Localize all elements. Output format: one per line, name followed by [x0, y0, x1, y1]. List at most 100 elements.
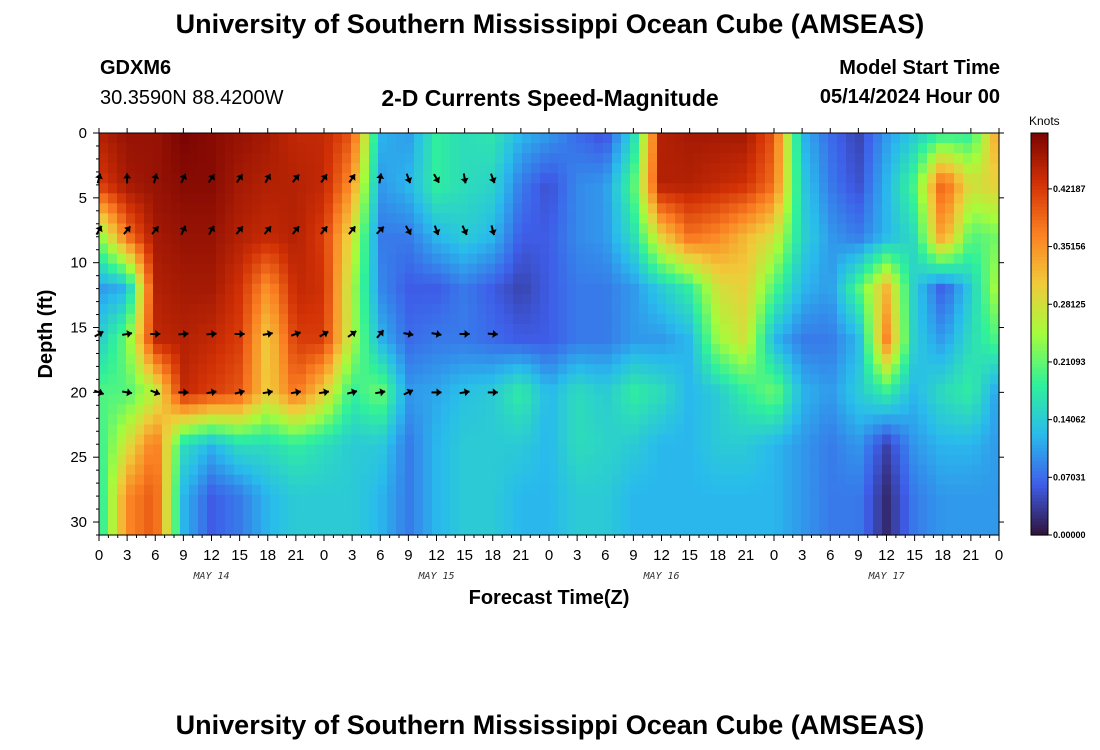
heatmap-cell [144, 434, 154, 446]
heatmap-cell [747, 364, 757, 375]
heatmap-cell [279, 454, 289, 466]
heatmap-cell [603, 203, 613, 214]
heatmap-cell [639, 354, 649, 365]
heatmap-cell [459, 293, 469, 305]
heatmap-cell [234, 243, 244, 255]
heatmap-cell [378, 313, 388, 325]
heatmap-cell [306, 223, 316, 235]
heatmap-cell [855, 263, 865, 275]
heatmap-cell [693, 143, 703, 154]
heatmap-cell [108, 253, 118, 265]
heatmap-cell [864, 334, 874, 345]
heatmap-cell [585, 504, 595, 516]
heatmap-cell [126, 394, 136, 405]
heatmap-cell [405, 404, 415, 415]
colorbar-segment [1031, 424, 1048, 429]
heatmap-cell [207, 323, 217, 335]
heatmap-cell [810, 524, 820, 536]
heatmap-cell [720, 243, 730, 255]
heatmap-cell [648, 293, 658, 305]
heatmap-cell [396, 223, 406, 235]
heatmap-cell [144, 514, 154, 526]
heatmap-cell [486, 293, 496, 305]
heatmap-cell [396, 183, 406, 194]
heatmap-cell [666, 303, 676, 315]
heatmap-cell [171, 313, 181, 325]
heatmap-cell [819, 253, 829, 265]
heatmap-cell [441, 394, 451, 405]
heatmap-cell [630, 263, 640, 275]
heatmap-cell [747, 484, 757, 496]
heatmap-cell [513, 283, 523, 295]
heatmap-cell [765, 434, 775, 446]
heatmap-cell [414, 334, 424, 345]
heatmap-cell [639, 474, 649, 486]
heatmap-cell [486, 323, 496, 335]
heatmap-cell [369, 283, 379, 295]
heatmap-cell [306, 323, 316, 335]
heatmap-cell [603, 374, 613, 385]
heatmap-cell [234, 454, 244, 466]
heatmap-cell [477, 344, 487, 355]
heatmap-cell [900, 454, 910, 466]
heatmap-cell [630, 223, 640, 235]
heatmap-cell [900, 273, 910, 285]
heatmap-cell [414, 424, 424, 436]
heatmap-cell [738, 394, 748, 405]
heatmap-cell [774, 474, 784, 486]
heatmap-cell [918, 454, 928, 466]
heatmap-cell [477, 414, 487, 426]
heatmap-cell [846, 484, 856, 496]
heatmap-cell [738, 233, 748, 245]
heatmap-cell [315, 273, 325, 285]
heatmap-cell [711, 293, 721, 305]
colorbar-segment [1031, 210, 1048, 214]
heatmap-cell [216, 153, 226, 164]
heatmap-cell [234, 514, 244, 526]
heatmap-cell [198, 524, 208, 536]
heatmap-cell [648, 384, 658, 395]
heatmap-cell [468, 163, 478, 174]
heatmap-cell [153, 354, 163, 365]
heatmap-cell [936, 504, 946, 516]
heatmap-cell [243, 344, 253, 355]
heatmap-cell [396, 494, 406, 506]
y-tick-label: 5 [79, 190, 87, 207]
heatmap-cell [576, 263, 586, 275]
heatmap-cell [351, 213, 361, 225]
heatmap-cell [810, 153, 820, 164]
heatmap-cell [864, 183, 874, 194]
heatmap-cell [243, 354, 253, 365]
heatmap-cell [252, 213, 262, 225]
heatmap-cell [153, 344, 163, 355]
heatmap-cell [180, 213, 190, 225]
heatmap-cell [792, 303, 802, 315]
heatmap-cell [117, 303, 127, 315]
heatmap-cell [711, 233, 721, 245]
heatmap-cell [306, 334, 316, 345]
heatmap-cell [819, 384, 829, 395]
heatmap-cell [810, 394, 820, 405]
heatmap-cell [531, 193, 541, 204]
heatmap-cell [846, 143, 856, 154]
heatmap-cell [909, 334, 919, 345]
heatmap-cell [567, 354, 577, 365]
heatmap-cell [423, 253, 433, 265]
heatmap-cell [207, 404, 217, 415]
heatmap-cell [927, 414, 937, 426]
heatmap-cell [306, 424, 316, 436]
heatmap-cell [513, 153, 523, 164]
heatmap-cell [855, 374, 865, 385]
heatmap-cell [873, 183, 883, 194]
heatmap-cell [873, 464, 883, 476]
heatmap-cell [432, 484, 442, 496]
heatmap-cell [918, 364, 928, 375]
heatmap-cell [306, 374, 316, 385]
heatmap-cell [639, 404, 649, 415]
heatmap-cell [585, 484, 595, 496]
heatmap-cell [693, 323, 703, 335]
current-arrow [179, 225, 187, 236]
heatmap-cell [603, 293, 613, 305]
heatmap-cell [351, 203, 361, 214]
heatmap-cell [99, 414, 109, 426]
